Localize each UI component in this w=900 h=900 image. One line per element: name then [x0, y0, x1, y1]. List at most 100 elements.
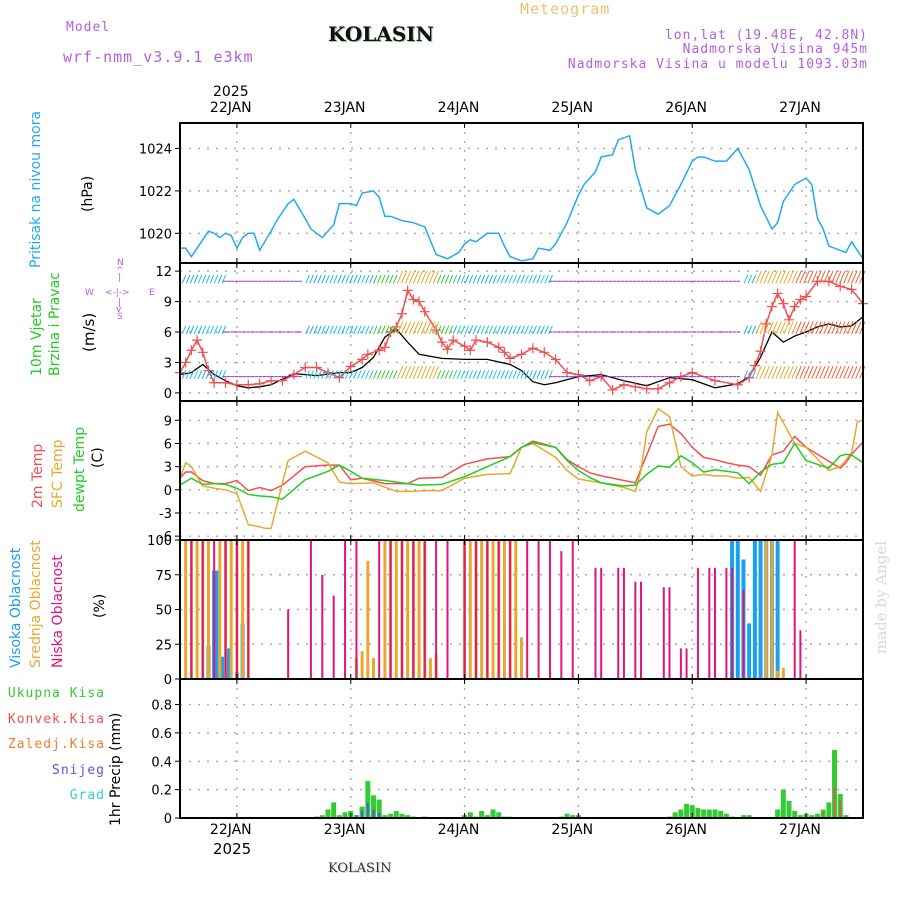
wind-barb: [358, 275, 362, 283]
wind-barb: [541, 370, 545, 378]
ytick-label: 1022: [139, 185, 172, 200]
bar-visoka-oblacnost: [776, 540, 780, 679]
wind-barb: [501, 275, 505, 283]
wind-barb: [381, 275, 385, 283]
bar-srednja-oblacnost: [520, 637, 523, 679]
gust-marker: [289, 370, 299, 380]
wind-barb: [393, 370, 397, 378]
bar-niska-oblacnost: [344, 540, 346, 679]
gust-marker: [539, 347, 549, 357]
wind-barb: [457, 326, 461, 334]
wind-barb: [354, 326, 358, 334]
wind-barb: [385, 326, 389, 334]
gust-marker: [756, 346, 766, 356]
bar-niska-oblacnost: [668, 587, 670, 679]
bar-niska-oblacnost: [321, 575, 323, 679]
bar-niska-oblacnost: [600, 568, 602, 679]
wind-barb: [441, 275, 445, 283]
bar-niska-oblacnost: [526, 540, 528, 679]
wind-barb: [457, 275, 461, 283]
bar-niska-oblacnost: [623, 568, 625, 679]
ytick-label: 9: [164, 414, 172, 429]
wind-barb: [218, 326, 222, 334]
wind-barb: [378, 275, 382, 283]
ytick-label: 9: [164, 296, 172, 311]
wind-barb: [545, 326, 549, 334]
wind-barb: [322, 275, 326, 283]
bar-ukupna-kisa: [684, 804, 689, 818]
wind-barb: [222, 326, 226, 334]
bar-snijeg: [373, 809, 375, 818]
gust-marker: [471, 335, 481, 345]
bar-niska-oblacnost: [708, 568, 710, 679]
wind-barb: [545, 370, 549, 378]
bar-niska-oblacnost: [549, 540, 551, 679]
bar-niska-oblacnost: [498, 540, 500, 679]
bar-niska-oblacnost: [390, 540, 392, 679]
wind-barb: [521, 326, 525, 334]
wind-barb: [485, 275, 489, 283]
bar-srednja-oblacnost: [492, 540, 495, 679]
gust-marker: [585, 376, 595, 386]
wind-barb: [210, 275, 214, 283]
bar-srednja-oblacnost: [366, 561, 369, 679]
bar-niska-oblacnost: [714, 568, 716, 679]
series-pritisak-na-nivou-mora: [180, 136, 863, 261]
wind-barb: [441, 370, 445, 378]
ytick-label: 1020: [139, 227, 172, 242]
wind-barb: [469, 370, 473, 378]
gust-marker: [517, 349, 527, 359]
wind-barb: [342, 275, 346, 283]
wind-barb: [752, 275, 756, 283]
gust-marker: [408, 295, 418, 305]
bar-niska-oblacnost: [401, 540, 403, 679]
gust-marker: [420, 307, 430, 317]
wind-barb: [493, 370, 497, 378]
panel-wind: 0 3 6 9 12: [155, 263, 868, 402]
wind-barb: [517, 326, 521, 334]
bar-srednja-oblacnost: [776, 671, 779, 679]
gust-marker: [266, 376, 276, 386]
wind-barb: [485, 370, 489, 378]
wind-barb: [190, 326, 194, 334]
gust-marker: [243, 380, 253, 390]
bar-visoka-oblacnost: [736, 540, 740, 679]
bar-ukupna-kisa: [707, 809, 712, 818]
wind-barb: [509, 275, 513, 283]
bar-visoka-oblacnost: [753, 540, 757, 679]
wind-barb: [314, 326, 318, 334]
gust-marker: [773, 288, 783, 298]
bar-niska-oblacnost: [435, 540, 437, 679]
gust-marker: [414, 297, 424, 307]
wind-barb: [748, 326, 752, 334]
wind-barb: [752, 326, 756, 334]
wind-barb: [465, 326, 469, 334]
wind-barb: [186, 326, 190, 334]
wind-barb: [190, 275, 194, 283]
wind-barb: [744, 326, 748, 334]
ytick-label: 0.2: [151, 784, 172, 799]
wind-barb: [748, 275, 752, 283]
bar-niska-oblacnost: [617, 568, 619, 679]
gust-marker: [767, 302, 777, 312]
bar-ukupna-kisa: [792, 811, 797, 818]
wind-barb: [378, 326, 382, 334]
wind-barb: [358, 370, 362, 378]
bar-srednja-oblacnost: [514, 540, 517, 679]
bar-ukupna-kisa: [775, 809, 780, 818]
ytick-label: 0.6: [151, 727, 172, 742]
series-gust-markers: [180, 281, 863, 390]
wind-barb: [481, 275, 485, 283]
wind-barb: [222, 370, 226, 378]
wind-barb: [366, 370, 370, 378]
gust-marker: [448, 335, 458, 345]
wind-barb: [505, 370, 509, 378]
wind-barb: [521, 275, 525, 283]
bar-niska-oblacnost: [202, 540, 204, 679]
wind-barb: [537, 370, 541, 378]
wind-barb: [366, 275, 370, 283]
wind-barb: [202, 326, 206, 334]
wind-barb: [322, 326, 326, 334]
ytick-label: 12: [155, 265, 172, 280]
bar-srednja-oblacnost: [480, 540, 483, 679]
